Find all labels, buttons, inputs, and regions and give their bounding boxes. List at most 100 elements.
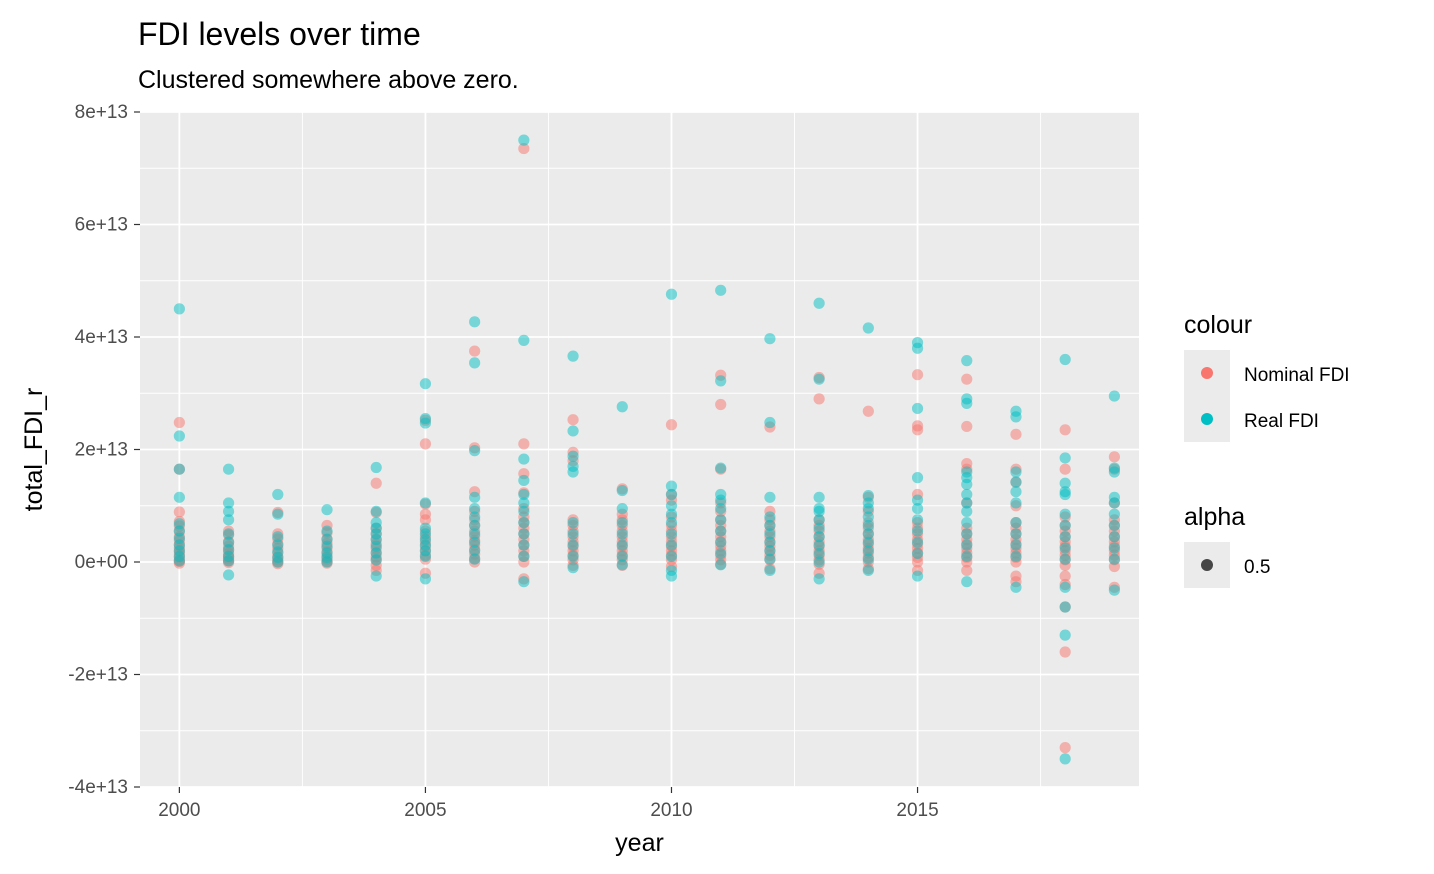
point-real-fdi: [862, 564, 874, 577]
point-real-fdi: [862, 322, 874, 334]
point-real-fdi: [764, 511, 776, 523]
point-real-fdi: [1108, 531, 1120, 543]
point-nominal-fdi: [911, 556, 924, 568]
point-real-fdi: [813, 522, 825, 534]
point-real-fdi: [616, 550, 628, 562]
point-real-fdi: [567, 350, 579, 362]
x-tick-label: 2000: [158, 800, 200, 821]
point-real-fdi: [222, 514, 235, 526]
x-tick-label: 2015: [896, 800, 938, 821]
point-nominal-fdi: [715, 398, 727, 411]
point-real-fdi: [173, 303, 185, 315]
point-real-fdi: [469, 545, 481, 557]
point-real-fdi: [665, 288, 678, 300]
point-real-fdi: [862, 519, 874, 532]
point-real-fdi: [370, 554, 382, 566]
legend-label-alpha: 0.5: [1244, 557, 1270, 578]
point-real-fdi: [813, 539, 825, 551]
x-tick-label: 2005: [404, 800, 446, 821]
point-real-fdi: [665, 517, 678, 529]
point-nominal-fdi: [419, 438, 432, 450]
point-real-fdi: [1108, 390, 1120, 402]
point-real-fdi: [567, 425, 579, 437]
point-real-fdi: [1108, 542, 1120, 554]
point-real-fdi: [764, 416, 776, 429]
point-real-fdi: [961, 488, 973, 501]
point-real-fdi: [1059, 629, 1071, 641]
point-real-fdi: [1059, 531, 1071, 543]
point-real-fdi: [1010, 528, 1022, 540]
point-real-fdi: [1108, 584, 1120, 596]
point-nominal-fdi: [813, 393, 825, 405]
point-real-fdi: [222, 555, 235, 567]
point-real-fdi: [911, 570, 924, 582]
point-real-fdi: [764, 545, 776, 557]
point-real-fdi: [173, 491, 185, 503]
point-real-fdi: [715, 494, 727, 506]
point-nominal-fdi: [1010, 428, 1022, 440]
point-real-fdi: [1059, 581, 1071, 593]
x-axis: 2000 2005 2010 2015: [158, 787, 939, 821]
point-real-fdi: [567, 466, 579, 478]
point-real-fdi: [1108, 508, 1120, 520]
point-real-fdi: [419, 573, 432, 585]
point-real-fdi: [1059, 353, 1071, 366]
point-nominal-fdi: [1059, 463, 1071, 475]
point-real-fdi: [715, 462, 727, 474]
point-real-fdi: [911, 514, 924, 526]
point-real-fdi: [469, 445, 481, 457]
point-real-fdi: [961, 550, 973, 562]
point-real-fdi: [173, 555, 185, 567]
point-real-fdi: [1010, 486, 1022, 498]
point-real-fdi: [911, 472, 924, 484]
point-real-fdi: [469, 536, 481, 548]
point-real-fdi: [1010, 476, 1022, 488]
point-real-fdi: [419, 497, 432, 509]
y-tick-label: 6e+13: [75, 215, 128, 236]
point-real-fdi: [961, 528, 973, 540]
point-real-fdi: [518, 528, 530, 540]
point-real-fdi: [518, 134, 530, 146]
chart-subtitle: Clustered somewhere above zero.: [138, 66, 519, 94]
legend-key-real: [1201, 413, 1213, 425]
point-real-fdi: [764, 333, 776, 345]
point-real-fdi: [419, 378, 432, 390]
point-real-fdi: [764, 528, 776, 540]
point-real-fdi: [961, 517, 973, 529]
point-real-fdi: [813, 547, 825, 560]
point-real-fdi: [961, 505, 973, 517]
point-real-fdi: [1059, 508, 1071, 520]
point-real-fdi: [911, 502, 924, 515]
point-real-fdi: [419, 550, 432, 562]
point-real-fdi: [1059, 519, 1071, 532]
point-real-fdi: [222, 497, 235, 509]
point-real-fdi: [862, 511, 874, 523]
point-real-fdi: [715, 525, 727, 537]
point-nominal-fdi: [961, 420, 973, 433]
point-real-fdi: [616, 539, 628, 551]
point-nominal-fdi: [518, 142, 530, 155]
point-nominal-fdi: [419, 514, 432, 526]
point-real-fdi: [1010, 411, 1022, 423]
point-real-fdi: [222, 505, 235, 517]
point-real-fdi: [518, 453, 530, 465]
point-real-fdi: [764, 519, 776, 532]
point-real-fdi: [1010, 466, 1022, 478]
point-real-fdi: [518, 550, 530, 562]
point-real-fdi: [665, 508, 678, 520]
point-real-fdi: [862, 502, 874, 515]
legend-alpha-title: alpha: [1184, 503, 1245, 531]
point-real-fdi: [518, 474, 530, 487]
point-real-fdi: [469, 553, 481, 565]
point-real-fdi: [715, 284, 727, 296]
point-real-fdi: [665, 539, 678, 551]
point-real-fdi: [567, 539, 579, 551]
point-real-fdi: [813, 491, 825, 503]
point-real-fdi: [961, 576, 973, 588]
point-real-fdi: [813, 297, 825, 309]
point-real-fdi: [567, 550, 579, 562]
y-tick-label: 0e+00: [75, 552, 128, 573]
point-real-fdi: [321, 525, 333, 537]
point-real-fdi: [813, 556, 825, 568]
